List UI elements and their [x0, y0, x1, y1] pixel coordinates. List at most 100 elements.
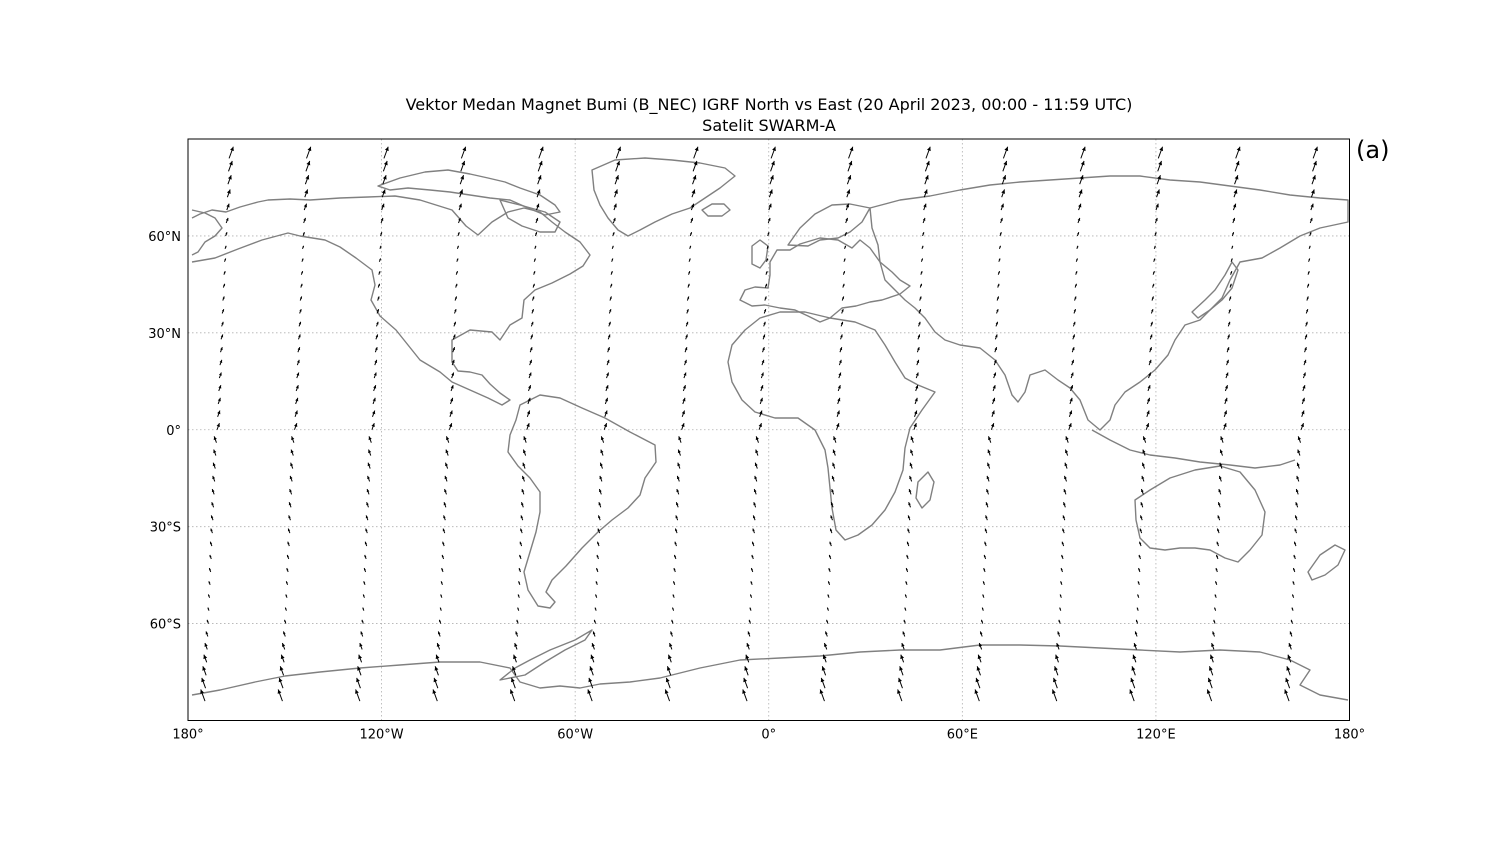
vector-arrow [829, 541, 832, 547]
vector-arrow [1075, 270, 1078, 275]
vector-arrow [517, 594, 520, 598]
vector-arrow [836, 423, 840, 430]
vector-arrow [224, 258, 227, 262]
vector-arrow [299, 296, 303, 301]
vector-arrow [277, 689, 283, 702]
vector-arrow [595, 594, 598, 598]
vector-arrow [460, 160, 466, 172]
vector-arrow [443, 502, 447, 508]
vector-arrow [828, 567, 831, 573]
vector-arrow [766, 245, 769, 250]
vector-arrow [445, 462, 449, 469]
vector-arrow [838, 372, 842, 379]
vector-arrow [219, 359, 223, 366]
vector-arrow [304, 175, 310, 185]
vector-arrow [1227, 321, 1231, 327]
vector-arrow [211, 488, 215, 495]
vector-arrow [768, 203, 772, 211]
vector-arrow [1065, 436, 1069, 443]
vector-arrow [606, 359, 610, 366]
vector-arrow [1223, 423, 1227, 430]
vector-arrow [356, 677, 361, 689]
vector-arrow [688, 270, 691, 275]
vector-arrow [1061, 554, 1064, 560]
vector-arrow [599, 475, 603, 482]
vector-arrow [984, 541, 987, 547]
vector-arrow [596, 554, 599, 560]
vector-arrow [1149, 346, 1153, 353]
vector-arrow [1150, 308, 1154, 314]
vector-arrow [1293, 541, 1297, 547]
vector-arrow [686, 308, 689, 314]
vector-arrow [611, 245, 614, 250]
vector-arrow [920, 258, 924, 262]
vector-arrow [833, 436, 837, 443]
vector-arrow [1210, 654, 1214, 663]
vector-arrow [842, 270, 846, 275]
vector-arrow [1213, 619, 1216, 624]
vector-arrow [459, 175, 465, 185]
vector-arrow [1132, 654, 1137, 663]
vector-arrow [439, 607, 442, 611]
vector-arrow [529, 346, 533, 353]
vector-arrow [218, 384, 222, 392]
vector-arrow [1295, 488, 1299, 495]
vector-arrow [844, 245, 847, 250]
vector-arrow [978, 642, 983, 650]
vector-arrow [1306, 296, 1309, 301]
vector-arrow [669, 642, 673, 650]
vector-arrow [441, 554, 445, 560]
vector-arrow [1074, 283, 1077, 288]
vector-arrow [915, 372, 919, 379]
vector-arrow [227, 175, 232, 185]
vector-arrow [910, 436, 914, 443]
vector-arrow [974, 689, 980, 702]
vector-arrow [983, 554, 987, 560]
vector-arrow [1059, 607, 1062, 611]
vector-arrow [923, 189, 928, 198]
vector-arrow [1229, 283, 1232, 288]
vector-arrow [594, 607, 597, 611]
vector-arrow [364, 541, 368, 547]
vector-arrow [445, 436, 450, 443]
vector-arrow [907, 528, 910, 534]
vector-arrow [522, 462, 526, 469]
coastline-greenland [591, 157, 736, 237]
vector-arrow [1055, 654, 1059, 663]
vector-arrow [222, 296, 225, 301]
vector-arrow [599, 462, 603, 469]
x-tick-label: 120°E [1136, 728, 1176, 743]
y-axis-ticks: 60°N 30°N 0° 30°S 60°S [148, 230, 181, 633]
vector-arrow [820, 677, 826, 689]
vector-arrow [995, 321, 999, 327]
vector-arrow [455, 283, 458, 288]
vector-arrow [693, 146, 699, 159]
vector-arrow [290, 449, 294, 456]
vector-arrow [897, 689, 903, 702]
vector-arrow [768, 189, 773, 198]
vector-arrow [1297, 436, 1302, 443]
vector-arrow [1312, 160, 1317, 172]
vector-arrow [279, 666, 285, 676]
vector-arrow [991, 410, 995, 417]
vector-arrow [840, 334, 843, 340]
coastline-scandinavia [787, 203, 871, 247]
vector-arrow [1307, 270, 1310, 275]
vector-arrow [692, 175, 697, 185]
vector-arrow [458, 203, 462, 211]
vector-arrow [1154, 217, 1158, 224]
vector-arrow [434, 666, 439, 676]
vector-arrow [203, 654, 208, 663]
vector-arrow [1136, 607, 1139, 611]
vector-arrow [536, 189, 541, 198]
vector-arrow [381, 189, 386, 198]
vector-arrow [607, 346, 610, 353]
vector-arrow [366, 502, 369, 508]
vector-arrow [380, 231, 383, 237]
vector-arrow [1300, 423, 1304, 430]
vector-arrow [1071, 359, 1075, 366]
vector-arrow [670, 631, 673, 637]
vector-arrow [675, 515, 679, 521]
vector-arrow [1286, 666, 1291, 676]
vector-arrow [1296, 462, 1300, 469]
